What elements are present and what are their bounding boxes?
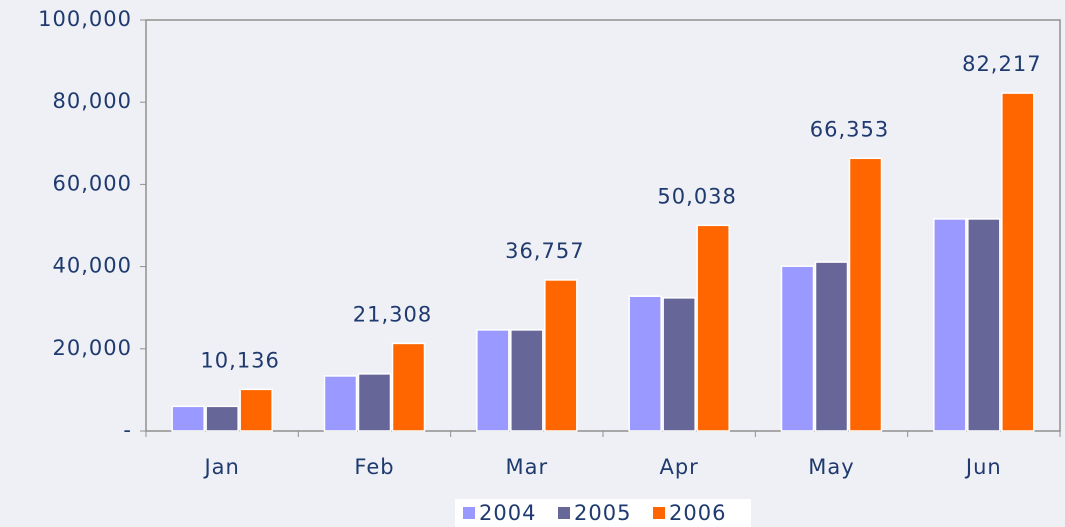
value-label: 10,136 bbox=[200, 348, 279, 372]
value-label: 66,353 bbox=[810, 117, 889, 141]
x-tick-label: Mar bbox=[506, 455, 549, 479]
x-tick-label: Apr bbox=[659, 455, 698, 479]
bar bbox=[239, 388, 273, 432]
bar bbox=[662, 297, 696, 432]
value-label: 50,038 bbox=[657, 184, 736, 208]
bar bbox=[780, 265, 815, 432]
x-tick-label: May bbox=[808, 455, 854, 479]
legend-label: 2005 bbox=[574, 501, 631, 525]
bar bbox=[476, 329, 510, 432]
value-label: 36,757 bbox=[505, 239, 584, 263]
y-tick-label: 80,000 bbox=[53, 89, 132, 113]
bar bbox=[696, 224, 730, 432]
bar bbox=[933, 218, 967, 432]
value-label: 82,217 bbox=[962, 52, 1041, 76]
y-tick-label: 60,000 bbox=[53, 171, 132, 195]
y-tick-label: - bbox=[123, 418, 132, 442]
bar bbox=[391, 342, 426, 432]
x-tick-label: Jan bbox=[202, 455, 239, 479]
x-tick-label: Feb bbox=[354, 455, 394, 479]
bar bbox=[814, 261, 849, 432]
value-label: 21,308 bbox=[353, 302, 432, 326]
bar bbox=[510, 329, 544, 432]
x-tick-label: Jun bbox=[964, 455, 1002, 479]
legend-swatch bbox=[558, 507, 570, 519]
legend-label: 2004 bbox=[479, 501, 536, 525]
bar bbox=[323, 375, 358, 432]
legend-box bbox=[455, 499, 751, 527]
bar bbox=[628, 295, 662, 432]
bar bbox=[967, 218, 1001, 432]
bar bbox=[171, 405, 205, 432]
bar bbox=[848, 157, 883, 432]
plot-area bbox=[145, 19, 1061, 432]
bar bbox=[544, 279, 578, 432]
bar bbox=[205, 405, 239, 432]
bar bbox=[1001, 92, 1035, 432]
legend-swatch bbox=[653, 507, 665, 519]
y-tick-label: 100,000 bbox=[38, 7, 132, 31]
y-tick-label: 20,000 bbox=[53, 336, 132, 360]
y-tick-label: 40,000 bbox=[53, 254, 132, 278]
legend-label: 2006 bbox=[669, 501, 726, 525]
bar bbox=[357, 373, 392, 432]
legend-swatch bbox=[463, 507, 475, 519]
